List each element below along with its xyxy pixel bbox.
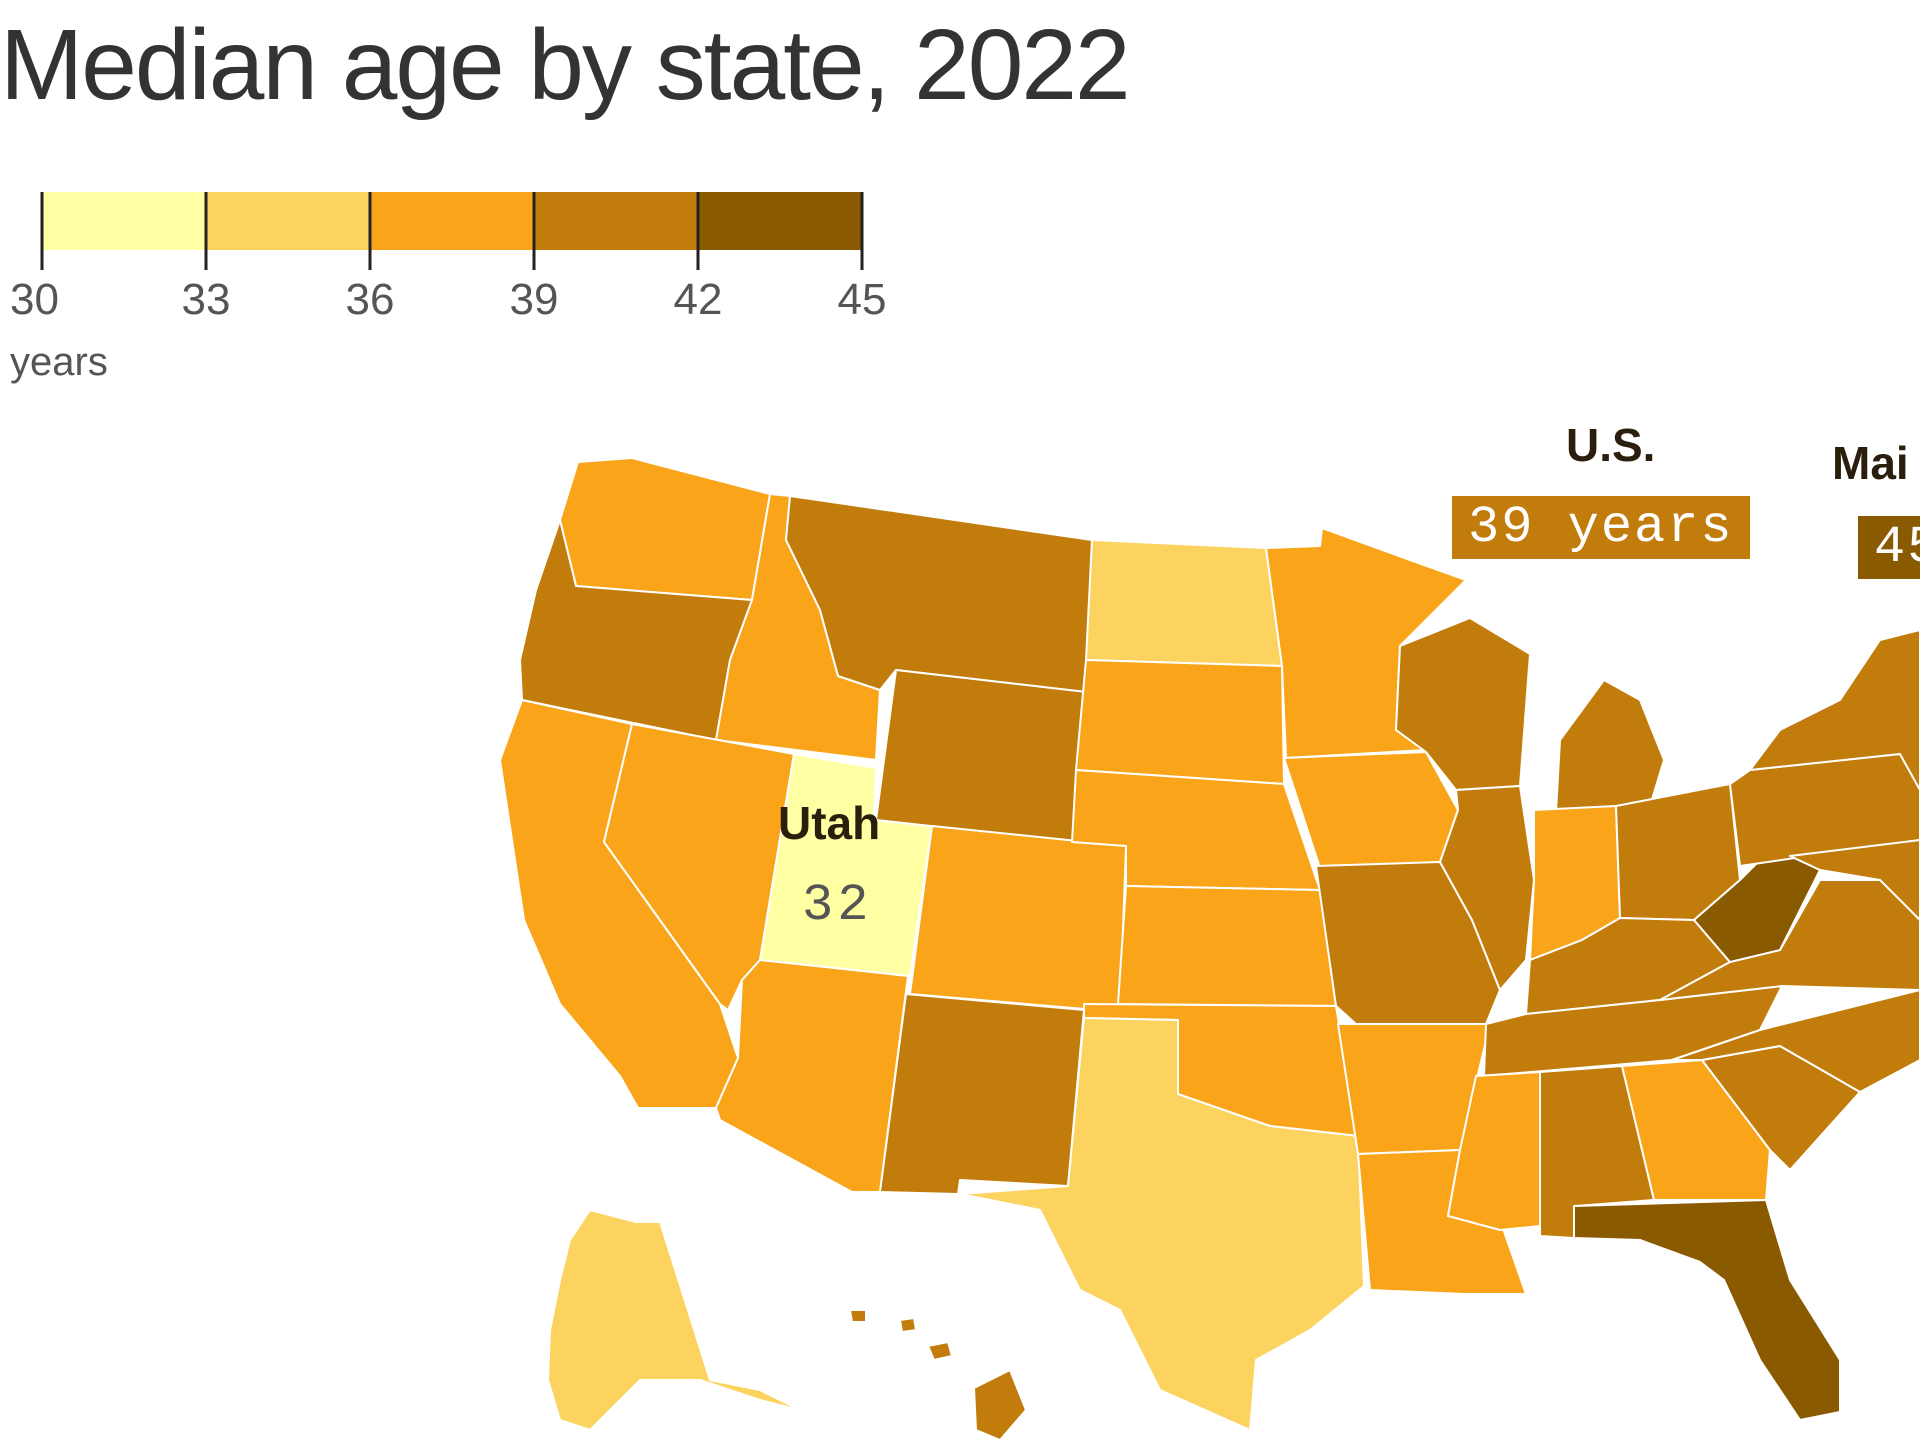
state-kansas (1117, 885, 1337, 1007)
legend-break-1: 33 (182, 275, 231, 324)
legend-swatch-3 (534, 192, 698, 250)
legend: 30 33 36 39 42 45 (0, 180, 900, 400)
legend-break-5: 45 (838, 275, 887, 324)
state-new-mexico (879, 993, 1085, 1195)
legend-break-4: 42 (674, 275, 723, 324)
legend-scale: 30 33 36 39 42 45 (10, 192, 887, 324)
maine-callout-label: Mai (1832, 437, 1909, 489)
state-maryland (1789, 839, 1920, 921)
state-hawaii (849, 1309, 1027, 1440)
legend-swatch-0 (42, 192, 206, 250)
legend-swatch-4 (698, 192, 862, 250)
state-illinois (1439, 785, 1535, 991)
state-texas (959, 1017, 1365, 1431)
state-south-dakota (1075, 659, 1285, 785)
legend-break-3: 39 (510, 275, 559, 324)
state-washington (559, 457, 771, 601)
state-alaska (547, 1209, 801, 1431)
legend-break-2: 36 (346, 275, 395, 324)
state-north-dakota (1085, 539, 1283, 667)
state-iowa (1283, 751, 1459, 869)
us-callout-label: U.S. (1566, 419, 1656, 471)
state-new-york (1749, 629, 1920, 791)
utah-callout-value: 32 (802, 876, 873, 935)
state-colorado (909, 825, 1127, 1013)
legend-unit: years (10, 340, 108, 384)
legend-swatch-1 (206, 192, 370, 250)
state-michigan (1555, 679, 1665, 813)
state-north-carolina (1671, 989, 1920, 1093)
state-florida (1573, 1199, 1841, 1421)
page-title: Median age by state, 2022 (0, 9, 1131, 121)
maine-callout-value: 45 (1858, 516, 1920, 579)
state-wyoming (875, 669, 1087, 843)
legend-swatch-2 (370, 192, 534, 250)
state-arizona (715, 959, 909, 1193)
legend-break-0: 30 (10, 275, 59, 324)
utah-callout-label: Utah (778, 797, 881, 849)
us-callout-value: 39 years (1452, 496, 1750, 559)
